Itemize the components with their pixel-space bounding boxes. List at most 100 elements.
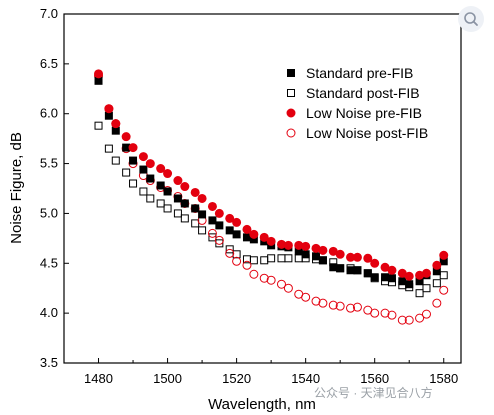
x-tick-label: 1580 <box>429 371 458 386</box>
y-axis-label: Noise Figure, dB <box>8 132 25 244</box>
data-point-open-square <box>104 144 113 153</box>
data-point-open-circle <box>283 283 293 293</box>
magnifier-icon <box>464 12 478 26</box>
data-point-open-circle <box>266 275 276 285</box>
data-point-filled-circle <box>259 232 269 242</box>
y-tick-label: 3.5 <box>40 355 58 370</box>
data-point-filled-square <box>104 111 113 120</box>
data-point-filled-square <box>129 156 138 165</box>
data-point-open-square <box>415 289 424 298</box>
data-point-filled-square <box>398 277 407 286</box>
data-point-open-circle <box>207 228 217 238</box>
legend-label: Standard post-FIB <box>306 85 420 101</box>
data-point-filled-circle <box>404 271 414 281</box>
data-point-filled-square <box>405 280 414 289</box>
data-point-open-circle <box>346 303 356 313</box>
data-point-filled-circle <box>145 159 155 169</box>
data-point-open-square <box>111 156 120 165</box>
x-axis-label: Wavelength, nm <box>208 396 316 413</box>
data-point-open-circle <box>318 298 328 308</box>
y-tick-label: 5.0 <box>40 205 58 220</box>
data-point-open-circle <box>387 310 397 320</box>
data-point-open-square <box>146 194 155 203</box>
x-tick-label: 1520 <box>222 371 251 386</box>
data-point-open-circle <box>415 313 425 323</box>
data-point-filled-square <box>198 210 207 219</box>
data-point-open-square <box>191 219 200 228</box>
x-tick-label: 1540 <box>291 371 320 386</box>
data-point-open-square <box>432 279 441 288</box>
x-tick-label: 1500 <box>153 371 182 386</box>
data-point-open-circle <box>439 285 449 295</box>
data-point-open-square <box>215 239 224 248</box>
data-point-open-square <box>139 187 148 196</box>
data-point-filled-circle <box>197 193 207 203</box>
legend-label: Low Noise post-FIB <box>306 125 428 141</box>
data-point-filled-circle <box>370 258 380 268</box>
data-point-open-circle <box>225 248 235 258</box>
data-point-open-square <box>439 271 448 280</box>
data-point-open-circle <box>259 273 269 283</box>
data-point-filled-circle <box>173 176 183 186</box>
data-point-open-square <box>277 254 286 263</box>
legend-marker <box>287 89 295 97</box>
data-point-open-circle <box>421 309 431 319</box>
data-point-filled-square <box>363 269 372 278</box>
data-point-filled-circle <box>207 201 217 211</box>
data-point-filled-square <box>318 256 327 265</box>
x-tick-label: 1480 <box>84 371 113 386</box>
data-point-filled-square <box>353 266 362 275</box>
data-point-filled-square <box>163 187 172 196</box>
data-point-filled-circle <box>439 250 449 260</box>
data-point-open-square <box>180 214 189 223</box>
data-point-open-square <box>122 168 131 177</box>
data-point-open-circle <box>242 260 252 270</box>
data-point-filled-circle <box>301 241 311 251</box>
data-point-filled-square <box>94 76 103 85</box>
data-point-open-circle <box>352 302 362 312</box>
y-tick-label: 4.0 <box>40 305 58 320</box>
data-point-open-square <box>163 204 172 213</box>
data-point-filled-circle <box>283 240 293 250</box>
data-point-filled-square <box>215 221 224 230</box>
data-point-filled-square <box>381 273 390 282</box>
data-point-filled-circle <box>266 236 276 246</box>
data-point-open-circle <box>404 315 414 325</box>
data-point-open-circle <box>249 269 259 279</box>
data-point-open-circle <box>335 301 345 311</box>
data-point-open-circle <box>380 308 390 318</box>
data-point-filled-square <box>173 194 182 203</box>
data-point-filled-circle <box>421 268 431 278</box>
data-point-open-square <box>94 121 103 130</box>
data-point-filled-circle <box>121 132 131 142</box>
data-point-filled-square <box>180 199 189 208</box>
data-point-open-square <box>173 209 182 218</box>
image-search-icon[interactable] <box>458 6 484 32</box>
data-point-open-circle <box>214 235 224 245</box>
data-point-open-square <box>260 256 269 265</box>
y-tick-label: 6.0 <box>40 106 58 121</box>
data-point-filled-circle <box>111 119 121 129</box>
data-point-filled-square <box>232 230 241 239</box>
data-point-open-square <box>225 245 234 254</box>
data-point-filled-circle <box>180 182 190 192</box>
legend-marker <box>286 108 296 118</box>
axis-ticks: 1480 1500 1520 1540 1560 1580 3.5 4.0 4.5 5.0 5.5 6… <box>40 6 458 386</box>
data-point-filled-circle <box>432 260 442 270</box>
data-point-filled-circle <box>190 187 200 197</box>
data-point-open-circle <box>370 308 380 318</box>
legend-marker <box>287 69 295 77</box>
data-point-open-square <box>249 256 258 265</box>
data-point-filled-square <box>156 181 165 190</box>
data-point-filled-square <box>139 165 148 174</box>
data-point-filled-circle <box>225 213 235 223</box>
data-point-filled-square <box>225 226 234 235</box>
data-point-open-circle <box>276 279 286 289</box>
data-point-filled-circle <box>128 143 138 153</box>
data-point-filled-circle <box>363 253 373 263</box>
data-point-open-circle <box>397 315 407 325</box>
data-point-filled-square <box>191 204 200 213</box>
legend-label: Low Noise pre-FIB <box>306 105 422 121</box>
data-point-filled-circle <box>352 252 362 262</box>
